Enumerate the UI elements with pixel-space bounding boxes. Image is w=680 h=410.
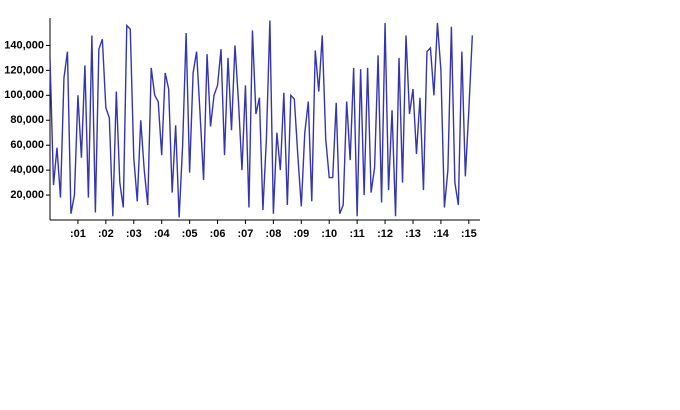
x-tick-label: :03	[126, 228, 142, 240]
y-tick-label: 20,000	[10, 189, 44, 201]
x-tick-label: :10	[321, 228, 337, 240]
x-tick-label: :15	[461, 228, 477, 240]
x-tick-label: :06	[210, 228, 226, 240]
y-tick-label: 140,000	[4, 39, 44, 51]
x-tick-label: :11	[349, 228, 364, 240]
y-tick-label: 60,000	[10, 139, 44, 151]
y-tick-label: 120,000	[4, 64, 44, 76]
x-tick-label: :09	[293, 228, 309, 240]
y-tick-label: 80,000	[10, 114, 44, 126]
x-tick-label: :14	[433, 228, 450, 240]
x-tick-label: :04	[154, 228, 171, 240]
series-line	[49, 20, 474, 218]
y-tick-label: 100,000	[4, 89, 44, 101]
y-tick-label: 40,000	[10, 164, 44, 176]
x-tick-label: :08	[265, 228, 281, 240]
x-tick-label: :05	[182, 228, 198, 240]
x-tick-label: :02	[98, 228, 114, 240]
x-tick-label: :01	[70, 228, 86, 240]
x-tick-label: :07	[238, 228, 254, 240]
x-tick-label: :13	[405, 228, 421, 240]
x-tick-label: :12	[377, 228, 393, 240]
